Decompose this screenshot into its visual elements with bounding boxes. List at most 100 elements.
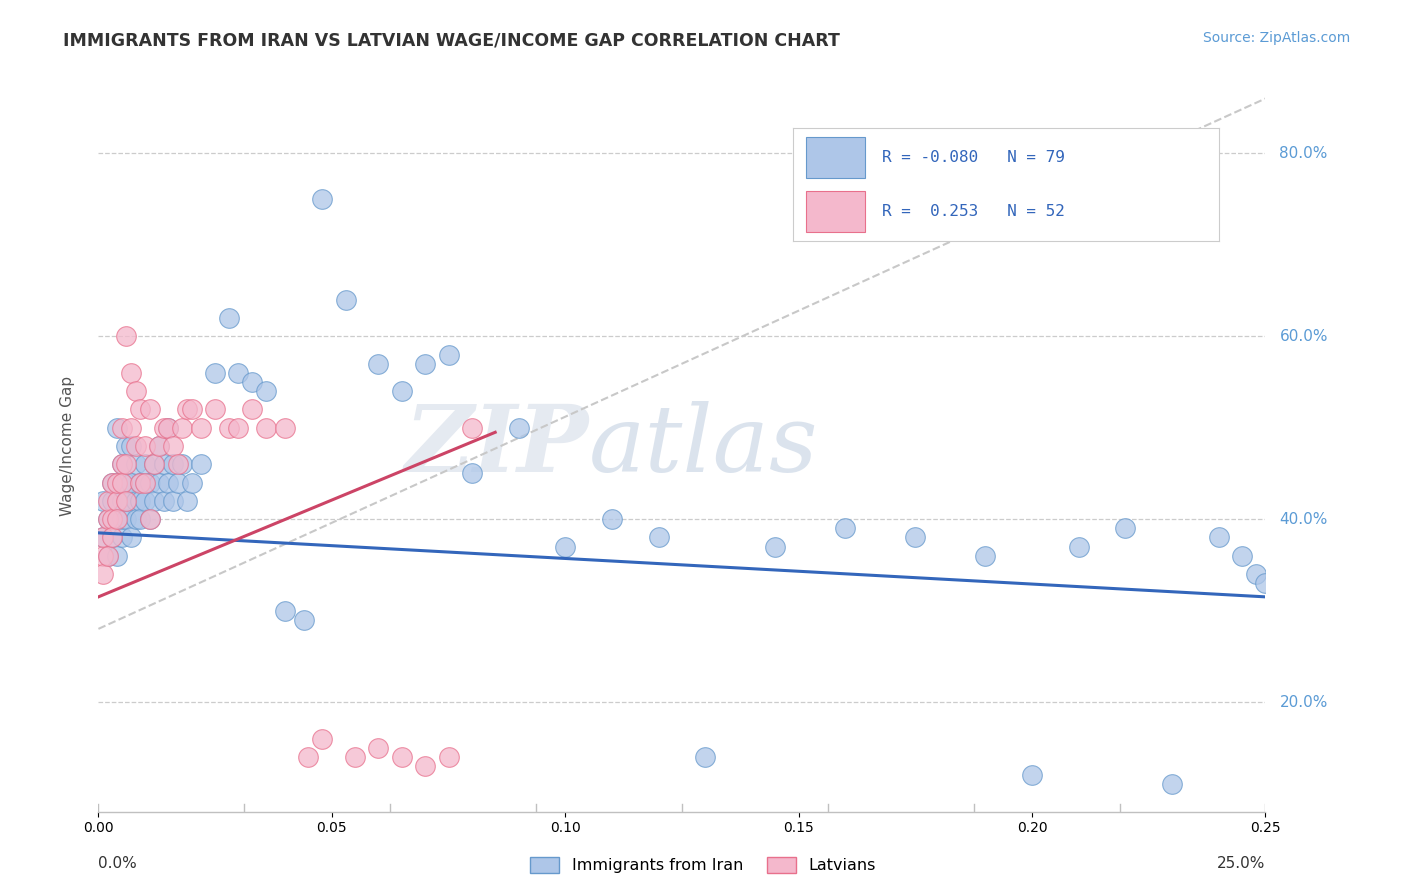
Point	[311, 192, 333, 206]
Point	[176, 494, 198, 508]
Point	[129, 402, 152, 417]
Point	[125, 439, 148, 453]
Point	[115, 475, 138, 490]
Point	[143, 457, 166, 471]
Text: atlas: atlas	[589, 401, 818, 491]
Point	[105, 549, 128, 563]
Point	[91, 530, 114, 544]
Point	[367, 357, 389, 371]
Point	[111, 512, 134, 526]
Point	[311, 731, 333, 746]
Point	[91, 567, 114, 582]
Point	[180, 475, 202, 490]
Point	[97, 549, 120, 563]
Text: 40.0%: 40.0%	[1279, 512, 1327, 526]
Point	[172, 457, 194, 471]
Point	[139, 512, 162, 526]
Point	[148, 439, 170, 453]
Point	[152, 421, 174, 435]
Point	[111, 457, 134, 471]
Point	[834, 521, 856, 535]
Legend: Immigrants from Iran, Latvians: Immigrants from Iran, Latvians	[523, 850, 883, 880]
Point	[180, 402, 202, 417]
Point	[367, 740, 389, 755]
Point	[335, 293, 357, 307]
Point	[125, 384, 148, 398]
Text: 60.0%: 60.0%	[1279, 329, 1327, 343]
Point	[148, 439, 170, 453]
Point	[157, 475, 180, 490]
Point	[134, 494, 156, 508]
Point	[125, 512, 148, 526]
Point	[148, 475, 170, 490]
Point	[111, 475, 134, 490]
Point	[297, 749, 319, 764]
Point	[974, 549, 997, 563]
Point	[162, 494, 184, 508]
Point	[129, 512, 152, 526]
Point	[437, 749, 460, 764]
Point	[461, 421, 484, 435]
Point	[134, 475, 156, 490]
Point	[101, 475, 124, 490]
Point	[461, 467, 484, 481]
Point	[1254, 576, 1277, 591]
Point	[105, 494, 128, 508]
Point	[176, 402, 198, 417]
Point	[274, 421, 297, 435]
Point	[190, 421, 212, 435]
Point	[256, 421, 278, 435]
Point	[105, 512, 128, 526]
Point	[91, 494, 114, 508]
Point	[97, 512, 120, 526]
Point	[143, 457, 166, 471]
Text: 20.0%: 20.0%	[1279, 695, 1327, 709]
Point	[904, 530, 927, 544]
Point	[600, 512, 623, 526]
Point	[91, 530, 114, 544]
Point	[152, 457, 174, 471]
Point	[115, 494, 138, 508]
Point	[125, 457, 148, 471]
Point	[190, 457, 212, 471]
Point	[413, 759, 436, 773]
Point	[172, 421, 194, 435]
Point	[152, 494, 174, 508]
Point	[120, 421, 142, 435]
Point	[242, 402, 264, 417]
Point	[101, 530, 124, 544]
Point	[139, 475, 162, 490]
Point	[554, 540, 576, 554]
Point	[105, 475, 128, 490]
Point	[166, 457, 188, 471]
Point	[97, 549, 120, 563]
Text: ZIP: ZIP	[405, 401, 589, 491]
Point	[115, 512, 138, 526]
Point	[101, 475, 124, 490]
Point	[218, 421, 240, 435]
Point	[204, 366, 226, 380]
Point	[129, 494, 152, 508]
Point	[1230, 549, 1253, 563]
Point	[1067, 540, 1090, 554]
Point	[1161, 777, 1184, 791]
Point	[101, 494, 124, 508]
Point	[120, 366, 142, 380]
Point	[242, 375, 264, 389]
Point	[111, 457, 134, 471]
Point	[120, 439, 142, 453]
Point	[162, 457, 184, 471]
Point	[391, 749, 413, 764]
Point	[115, 457, 138, 471]
Point	[111, 494, 134, 508]
Point	[1208, 530, 1230, 544]
Point	[139, 512, 162, 526]
Point	[292, 613, 315, 627]
Point	[115, 439, 138, 453]
Point	[695, 749, 717, 764]
Point	[129, 475, 152, 490]
Point	[391, 384, 413, 398]
Point	[134, 457, 156, 471]
Point	[111, 421, 134, 435]
Point	[162, 439, 184, 453]
